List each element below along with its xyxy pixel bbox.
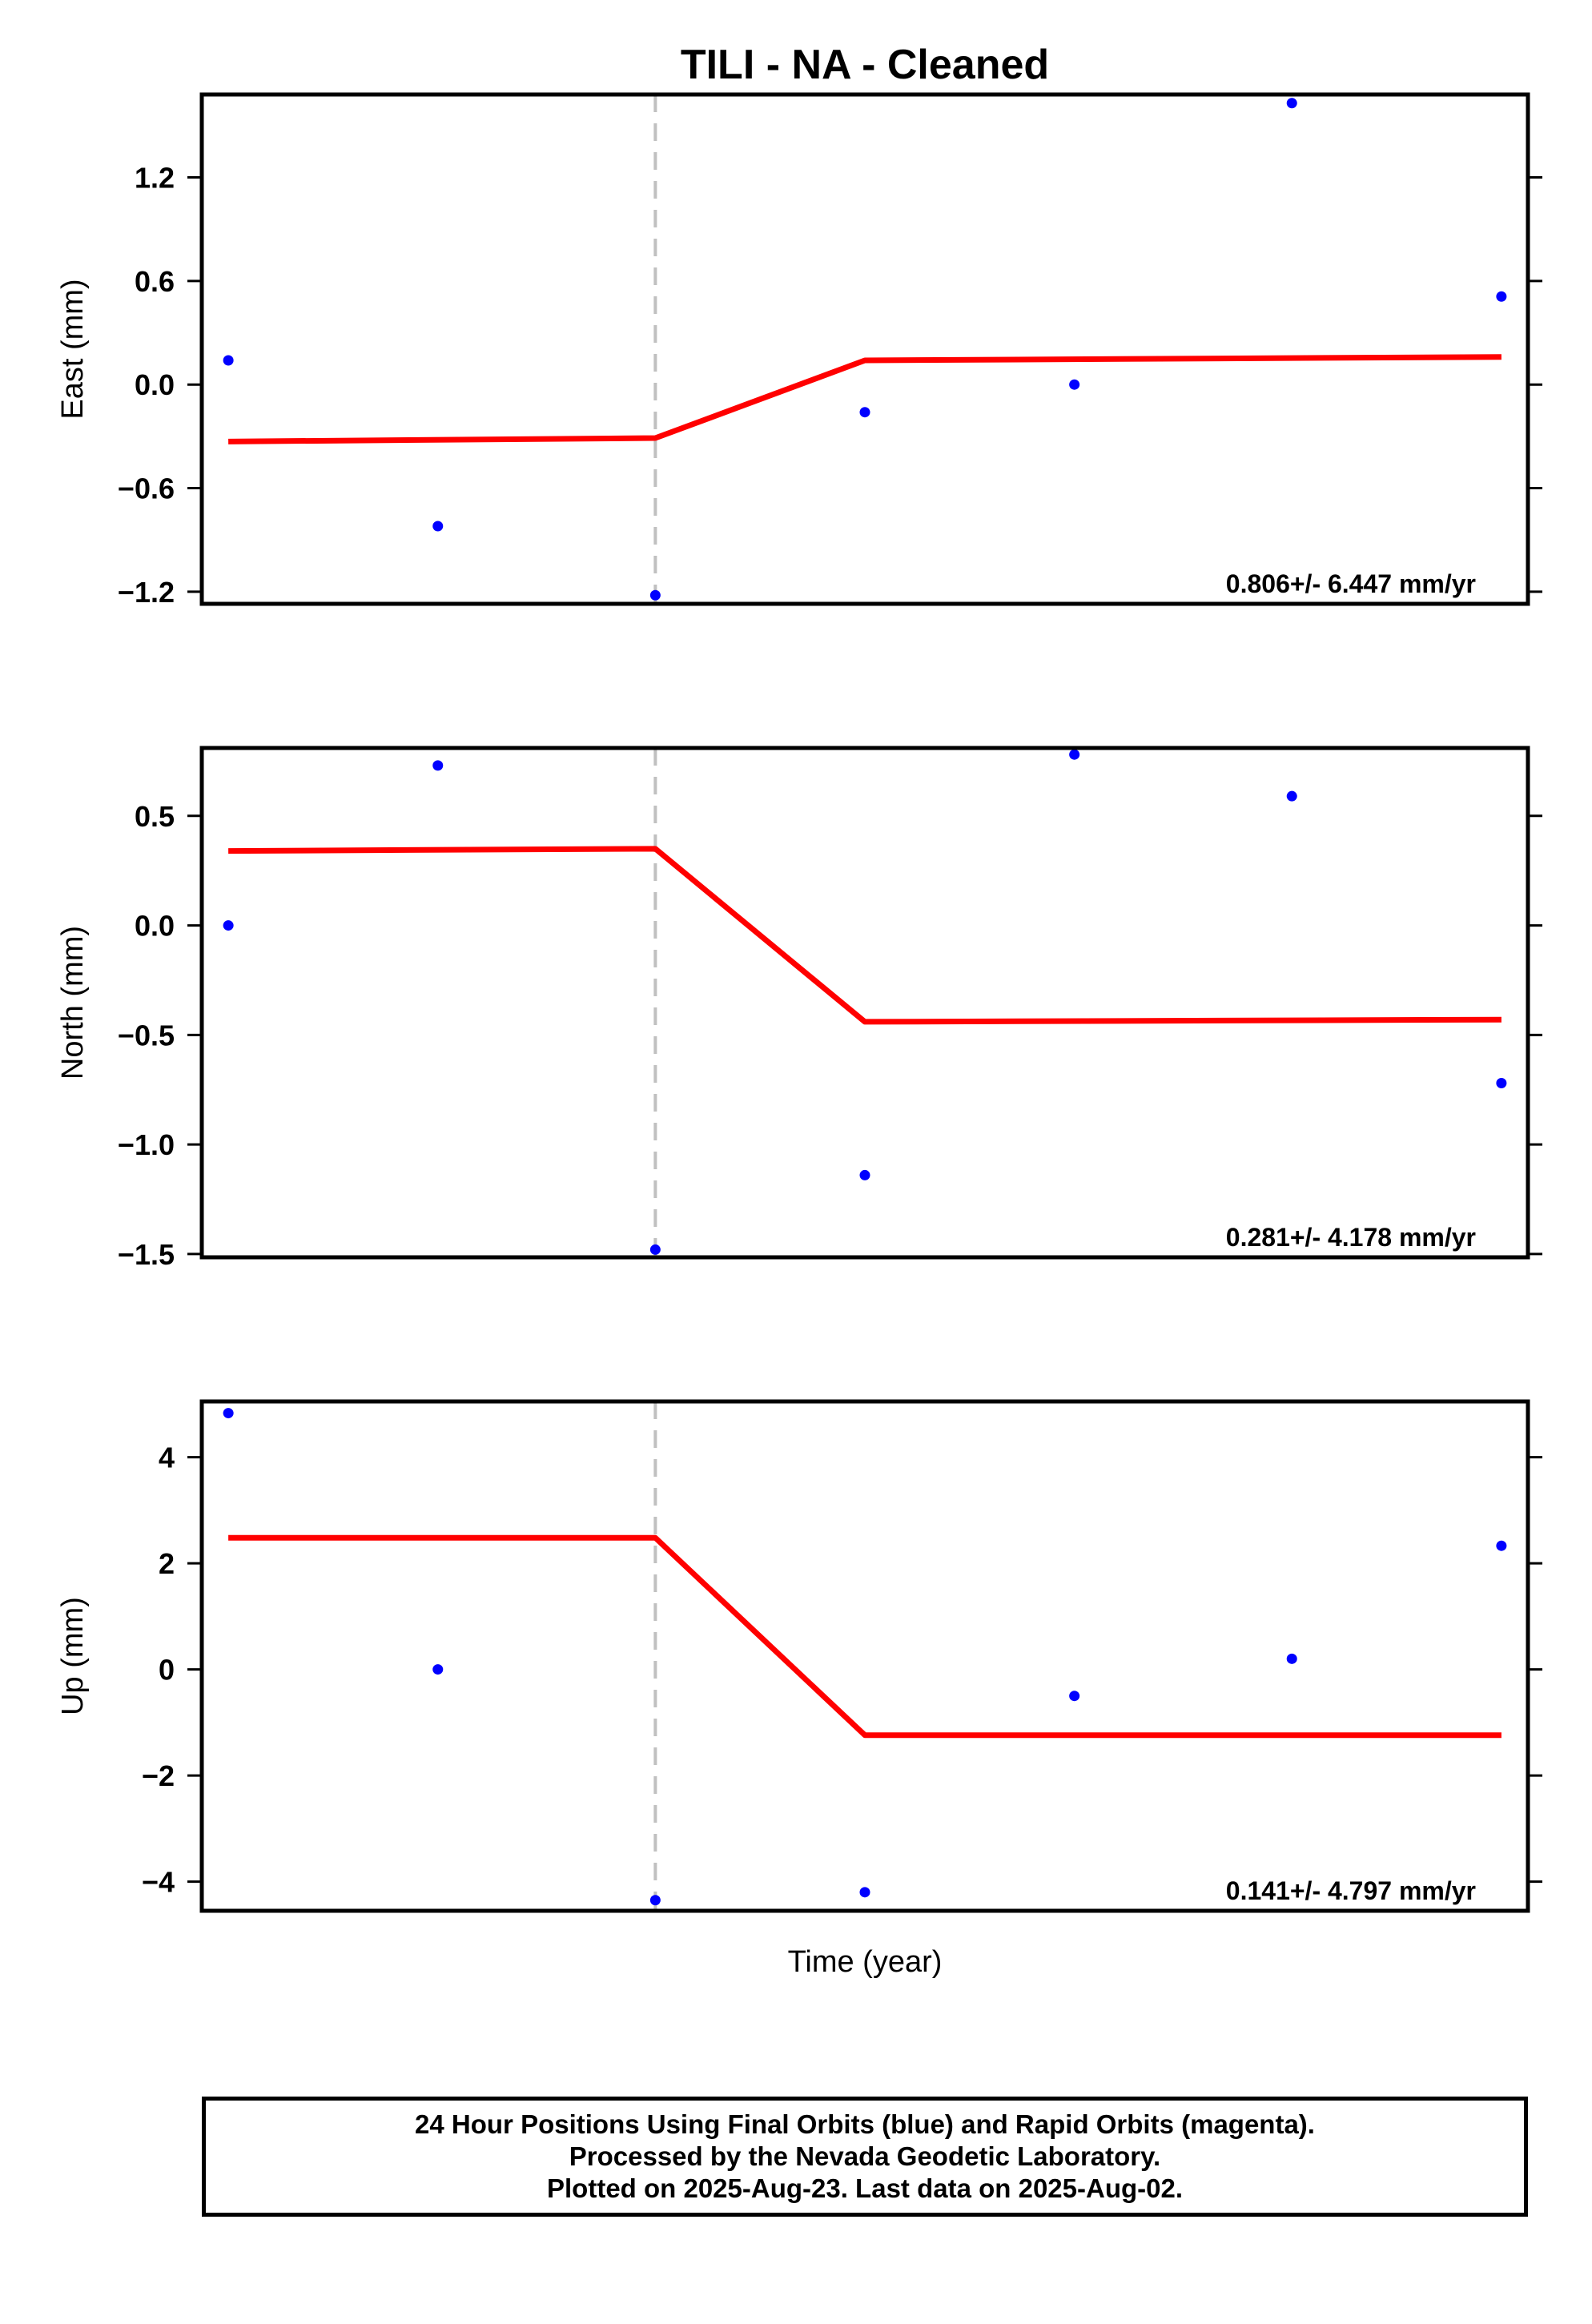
north-panel: 0.5 0.0 −0.5 −1.0 −1.5 North (mm) 0.281+/- 4.1… (56, 746, 1542, 1271)
up-data-point (223, 1408, 234, 1419)
up-ytick-label: −2 (142, 1759, 175, 1792)
east-data-point (432, 521, 444, 532)
up-plot-frame (199, 1399, 1530, 1913)
north-data-point (859, 1169, 870, 1180)
north-data-point (1286, 790, 1297, 802)
up-panel: 4 2 0 −2 −4 Up (mm) 0.141+/- 4.797 mm/yr (56, 1399, 1542, 1913)
east-data-point (649, 589, 661, 601)
east-ytick-label: 1.2 (135, 161, 175, 194)
up-data-point (1286, 1653, 1297, 1664)
panels-group: 1.2 0.6 0.0 −0.6 −1.2 East (mm) 0.806+/- 6.447… (56, 92, 1542, 1913)
east-ytick-label: 0.6 (135, 265, 175, 298)
east-data-point (1069, 379, 1080, 390)
north-ytick-label: −1.0 (118, 1128, 175, 1161)
up-y-axis-label: Up (mm) (56, 1597, 90, 1715)
north-ytick-label: 0.0 (135, 910, 175, 943)
processing-info-box: 24 Hour Positions Using Final Orbits (bl… (202, 2097, 1528, 2217)
up-data-point (432, 1664, 444, 1675)
up-data-point (1496, 1540, 1507, 1551)
x-axis-label: Time (year) (788, 1945, 943, 1979)
up-model-line (228, 1534, 1502, 1739)
east-ytick-label: −0.6 (118, 472, 175, 505)
footer-line-orbits: 24 Hour Positions Using Final Orbits (bl… (415, 2109, 1315, 2139)
north-data-point (432, 760, 444, 771)
north-data-point (1069, 749, 1080, 760)
footer-line-processed: Processed by the Nevada Geodetic Laborat… (569, 2141, 1161, 2171)
north-data-point (1496, 1078, 1507, 1089)
east-model-line (228, 354, 1502, 444)
north-plot-frame (199, 746, 1530, 1260)
up-data-point (1069, 1691, 1080, 1702)
up-ytick-label: −4 (142, 1866, 175, 1899)
east-plot-frame (199, 92, 1530, 606)
up-ytick-label: 4 (159, 1441, 175, 1474)
east-panel: 1.2 0.6 0.0 −0.6 −1.2 East (mm) 0.806+/- 6.447… (56, 92, 1542, 609)
east-ytick-label: 0.0 (135, 368, 175, 401)
up-rate-label: 0.141+/- 4.797 mm/yr (1226, 1876, 1476, 1905)
east-y-axis-label: East (mm) (56, 279, 90, 419)
footer-line-plotted: Plotted on 2025-Aug-23. Last data on 202… (547, 2173, 1183, 2203)
east-data-point (1286, 98, 1297, 109)
east-data-point (1496, 291, 1507, 302)
east-data-point (859, 407, 870, 418)
north-y-axis-label: North (mm) (56, 926, 90, 1080)
north-rate-label: 0.281+/- 4.178 mm/yr (1226, 1223, 1476, 1252)
north-data-point (649, 1244, 661, 1255)
north-data-point (223, 920, 234, 931)
chart-title: TILI - NA - Cleaned (681, 42, 1049, 88)
up-ytick-label: 2 (159, 1547, 175, 1580)
up-ytick-label: 0 (159, 1654, 175, 1687)
up-data-point (859, 1887, 870, 1898)
east-data-point (223, 355, 234, 366)
north-ytick-label: 0.5 (135, 800, 175, 833)
east-rate-label: 0.806+/- 6.447 mm/yr (1226, 569, 1476, 598)
north-ytick-label: −0.5 (118, 1019, 175, 1051)
east-ytick-label: −1.2 (118, 576, 175, 609)
up-data-point (649, 1895, 661, 1906)
north-model-line (228, 846, 1502, 1025)
north-ytick-label: −1.5 (118, 1238, 175, 1271)
